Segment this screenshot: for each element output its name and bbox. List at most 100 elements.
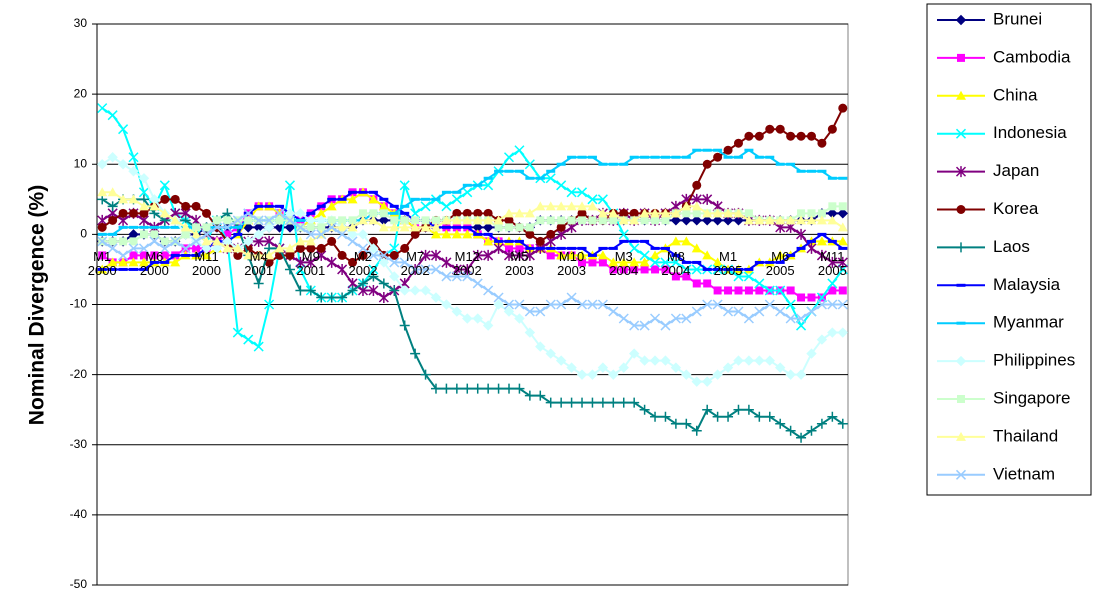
data-point — [545, 173, 556, 184]
data-point — [733, 355, 744, 366]
data-point — [786, 253, 796, 257]
data-point — [129, 237, 138, 246]
data-point — [797, 293, 806, 302]
data-point — [535, 246, 545, 250]
data-point — [149, 260, 159, 264]
data-point — [764, 355, 775, 366]
data-point — [556, 246, 566, 250]
data-point — [660, 208, 671, 218]
data-point — [117, 159, 129, 170]
data-point — [587, 299, 598, 310]
data-point — [556, 250, 567, 260]
data-point — [369, 209, 378, 218]
data-point — [556, 299, 567, 310]
data-point — [556, 222, 566, 232]
data-point — [744, 286, 753, 295]
data-point — [108, 232, 118, 236]
data-point — [129, 208, 139, 218]
data-point — [827, 215, 838, 225]
data-point — [399, 222, 410, 232]
data-point — [399, 180, 410, 191]
data-point — [357, 215, 368, 225]
data-point — [576, 299, 588, 310]
data-point — [712, 257, 723, 267]
data-point — [775, 162, 785, 166]
data-point — [316, 208, 327, 218]
y-tick-label: 10 — [74, 156, 88, 170]
data-point — [640, 239, 650, 243]
data-point — [692, 180, 702, 190]
data-point — [378, 257, 390, 268]
data-point — [118, 124, 129, 135]
data-point — [462, 215, 473, 225]
data-point — [431, 216, 440, 225]
data-point — [243, 208, 254, 219]
data-point — [368, 250, 379, 261]
data-point — [180, 243, 191, 254]
data-point — [493, 383, 504, 394]
data-point — [441, 256, 452, 268]
data-point — [743, 313, 754, 324]
data-point — [660, 155, 670, 159]
data-point — [618, 215, 629, 225]
data-point — [733, 267, 743, 271]
data-point — [421, 216, 430, 225]
data-point — [514, 249, 525, 261]
x-tick-label: M9 2001 — [296, 249, 326, 279]
data-point — [524, 327, 536, 338]
data-point — [660, 257, 671, 268]
data-point — [827, 411, 838, 422]
data-point — [640, 216, 649, 225]
data-point — [368, 194, 379, 204]
data-point — [546, 216, 555, 225]
data-point — [494, 223, 503, 232]
data-point — [546, 229, 556, 239]
data-point — [524, 159, 535, 170]
data-point — [754, 355, 765, 366]
data-point — [462, 313, 473, 324]
data-point — [535, 236, 545, 246]
data-point — [608, 208, 619, 218]
data-point — [494, 169, 504, 173]
legend-label: Korea — [993, 199, 1039, 218]
data-point — [806, 425, 817, 436]
data-point — [170, 236, 181, 247]
data-point — [504, 215, 514, 225]
data-point — [253, 215, 264, 226]
x-tick-label: M11 2005 — [817, 249, 847, 279]
data-point — [411, 216, 420, 225]
data-point — [514, 145, 525, 156]
data-point — [712, 215, 723, 226]
data-point — [253, 229, 264, 240]
data-point — [473, 208, 483, 218]
data-point — [734, 286, 743, 295]
data-point — [410, 229, 420, 239]
data-point — [389, 285, 400, 296]
data-point — [806, 348, 817, 359]
data-point — [713, 286, 722, 295]
data-point — [827, 124, 837, 134]
data-point — [577, 155, 587, 159]
data-point — [807, 293, 816, 302]
data-point — [420, 285, 431, 296]
data-point — [775, 250, 786, 260]
data-point — [410, 208, 421, 219]
data-point — [191, 229, 202, 239]
data-point — [629, 257, 640, 267]
data-point — [649, 355, 661, 366]
data-point — [828, 286, 837, 295]
data-point — [317, 223, 326, 232]
data-point — [723, 411, 734, 422]
data-point — [796, 432, 807, 443]
data-point — [378, 250, 389, 261]
data-point — [337, 229, 348, 240]
data-point — [243, 334, 254, 345]
data-point — [253, 341, 264, 352]
data-point — [400, 243, 410, 253]
data-point — [378, 278, 389, 289]
data-point — [107, 201, 118, 212]
data-point — [755, 286, 764, 295]
data-point — [483, 232, 493, 236]
